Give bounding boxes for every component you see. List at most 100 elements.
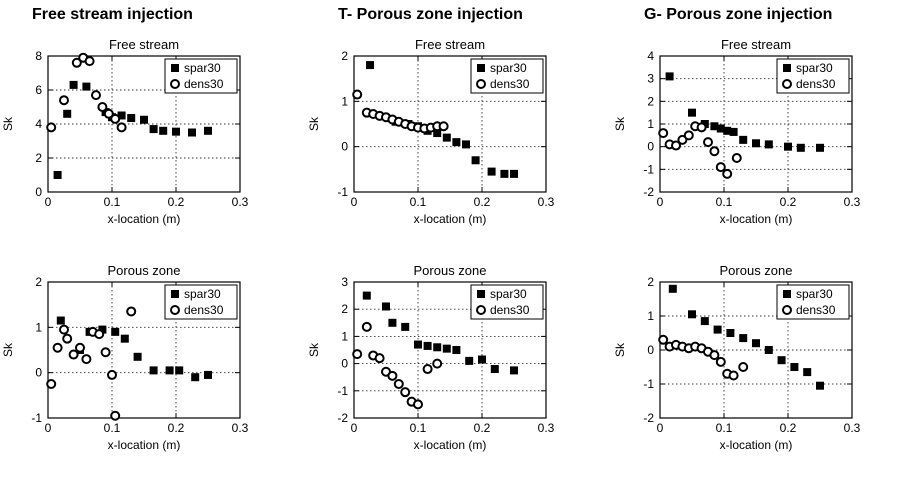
legend-label-spar30: spar30 [490,287,527,301]
data-point-spar30 [382,302,390,311]
legend-marker-spar30 [783,64,791,72]
y-tick-label: -2 [643,411,654,425]
data-point-spar30 [433,129,442,138]
data-point-dens30 [68,349,79,360]
data-point-spar30 [816,381,824,390]
y-tick-label: 8 [35,49,42,63]
column-free-stream-injection: Free stream injection 0 0.1 0.2 0.3 0 2 4 6 8 Fre… [0,0,306,478]
data-point-spar30 [729,127,738,136]
data-point-dens30 [46,379,57,389]
data-point-dens30 [400,387,411,398]
data-point-spar30 [165,366,174,375]
data-point-spar30 [490,365,499,374]
data-point-spar30 [140,115,148,124]
data-point-dens30 [677,134,688,145]
data-point-spar30 [133,352,142,361]
data-point-spar30 [803,368,812,377]
data-point-spar30 [111,327,120,336]
y-tick-label: -2 [337,411,348,425]
chart-title: Free stream [415,37,485,52]
legend-marker-spar30 [171,290,179,298]
data-point-spar30 [777,356,786,365]
data-point-spar30 [149,366,158,375]
data-point-spar30 [127,114,136,123]
column-title-t-porous-zone-injection: T- Porous zone injection [338,6,523,23]
y-tick-label: 6 [35,83,42,97]
data-point-spar30 [500,169,509,178]
data-point-spar30 [452,138,461,147]
data-point-spar30 [172,127,180,136]
data-point-dens30 [413,399,423,410]
x-tick-label: 0.1 [104,421,121,435]
data-point-dens30 [116,122,127,133]
data-point-dens30 [71,57,82,68]
data-point-spar30 [388,318,397,327]
x-tick-label: 0.2 [168,421,185,435]
data-point-spar30 [752,139,760,148]
data-point-dens30 [62,333,73,344]
data-point-dens30 [658,334,669,345]
y-tick-label: 2 [647,94,654,108]
data-point-spar30 [204,126,212,135]
column-g-porous-zone-injection: G- Porous zone injection 0 0.1 0.2 0.3 -2 -1 0… [612,0,918,478]
data-point-spar30 [487,167,496,176]
data-point-dens30 [110,113,121,124]
y-tick-label: 0 [647,343,654,357]
x-axis-label: x-location (m) [108,438,181,452]
y-axis-label: Sk [1,342,15,357]
y-tick-label: 4 [647,49,654,63]
legend-marker-dens30 [476,305,486,315]
data-point-spar30 [442,344,451,353]
x-tick-label: 0.3 [538,195,555,209]
data-point-dens30 [52,342,63,353]
y-tick-label: 0 [341,357,348,371]
data-point-spar30 [700,317,709,326]
data-point-spar30 [414,340,422,349]
data-point-spar30 [465,356,474,365]
data-point-spar30 [764,140,773,149]
data-point-dens30 [709,350,720,361]
x-tick-label: 0 [45,421,52,435]
data-point-dens30 [703,137,713,148]
y-tick-label: 2 [35,275,42,289]
data-point-spar30 [98,325,107,334]
data-point-spar30 [452,346,461,354]
data-point-spar30 [56,316,65,325]
chart-g-porous-injection-free-stream: 0 0.1 0.2 0.3 -2 -1 0 1 2 3 4 Free stream x-location… [612,34,918,234]
legend-marker-spar30 [477,290,485,298]
y-tick-label: 3 [341,275,348,289]
data-point-spar30 [423,341,432,350]
y-tick-label: -2 [643,185,654,199]
data-point-spar30 [63,109,72,118]
x-tick-label: 0.1 [716,195,733,209]
x-axis-label: x-location (m) [720,212,793,226]
legend-label-spar30: spar30 [184,287,221,301]
data-point-spar30 [764,346,773,354]
data-point-dens30 [81,354,92,365]
column-t-porous-zone-injection: T- Porous zone injection 0 0.1 0.2 0.3 -1 0 1 2… [306,0,612,478]
axes-box [353,55,547,193]
data-point-dens30 [715,162,726,173]
data-point-dens30 [387,370,398,381]
y-tick-label: 0 [647,140,654,154]
data-point-spar30 [510,169,518,178]
data-point-dens30 [722,168,733,179]
chart-free-stream-injection-porous-zone: 0 0.1 0.2 0.3 -1 0 1 2 Porous zone x-location (m)… [0,260,306,460]
data-point-dens30 [728,370,739,381]
data-point-spar30 [784,142,792,151]
data-point-dens30 [422,364,433,375]
chart-g-porous-injection-porous-zone: 0 0.1 0.2 0.3 -2 -1 0 1 2 Porous zone x-location (… [612,260,918,460]
data-point-spar30 [82,82,91,91]
data-point-dens30 [731,153,742,163]
data-point-spar30 [752,339,760,348]
x-tick-label: 0.2 [474,421,491,435]
x-tick-label: 0.1 [716,421,733,435]
y-axis-label: Sk [307,116,321,131]
chart-title: Porous zone [720,263,793,278]
x-tick-label: 0 [657,421,664,435]
data-point-dens30 [100,347,111,358]
chart-title: Free stream [721,37,791,52]
x-tick-label: 0.2 [474,195,491,209]
